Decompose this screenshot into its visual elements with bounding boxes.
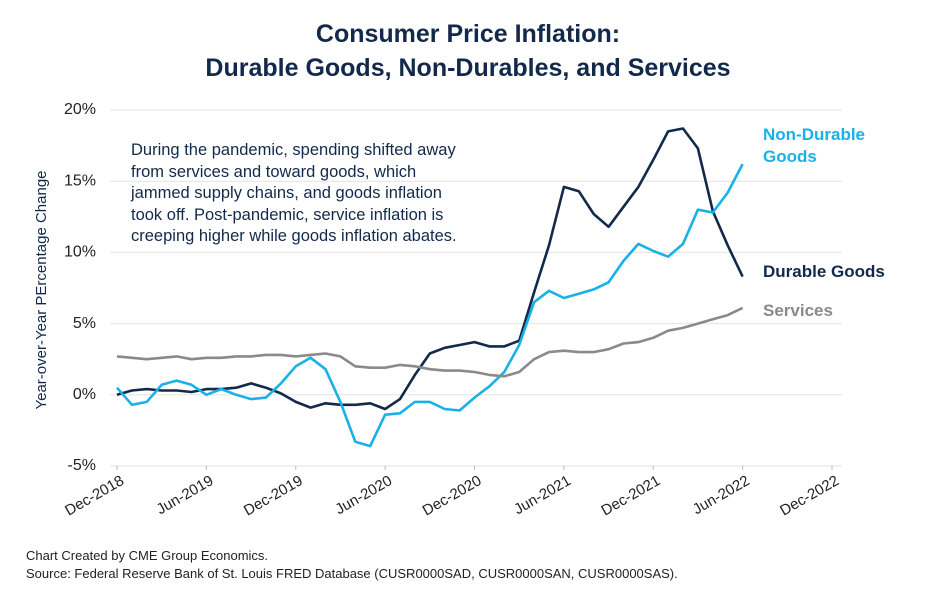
x-tick-label: Jun-2022 — [690, 472, 753, 518]
x-tick-label: Jun-2019 — [154, 472, 217, 518]
x-tick-label: Jun-2020 — [332, 472, 395, 518]
chart-title: Consumer Price Inflation: — [315, 20, 621, 48]
series-label: Services — [763, 301, 833, 320]
note: Source: Federal Reserve Bank of St. Loui… — [26, 566, 678, 581]
y-tick-label: 5% — [73, 315, 96, 332]
annotation: During the pandemic, spending shifted aw… — [131, 141, 457, 245]
chart-subtitle: Durable Goods, Non-Durables, and Service… — [205, 54, 731, 82]
y-tick-label: 20% — [64, 101, 96, 118]
note: Chart Created by CME Group Economics. — [26, 548, 269, 563]
x-tick-label: Dec-2020 — [420, 472, 485, 519]
y-tick-label: 0% — [73, 386, 96, 403]
y-tick-label: -5% — [68, 457, 96, 474]
x-tick-label: Dec-2018 — [62, 472, 127, 519]
y-axis-label: Year-over-Year PErcentage Change — [33, 170, 50, 409]
x-tick-label: Dec-2022 — [777, 472, 842, 519]
series-label: Durable Goods — [763, 262, 885, 281]
x-tick-label: Jun-2021 — [511, 472, 574, 518]
series-line — [116, 306, 744, 378]
x-tick-label: Dec-2019 — [241, 472, 306, 519]
y-tick-label: 15% — [64, 172, 96, 189]
x-tick-label: Dec-2021 — [598, 472, 663, 519]
series-line — [116, 163, 744, 448]
series-label: Non-Durable Goods — [763, 125, 865, 166]
y-tick-label: 10% — [64, 244, 96, 261]
